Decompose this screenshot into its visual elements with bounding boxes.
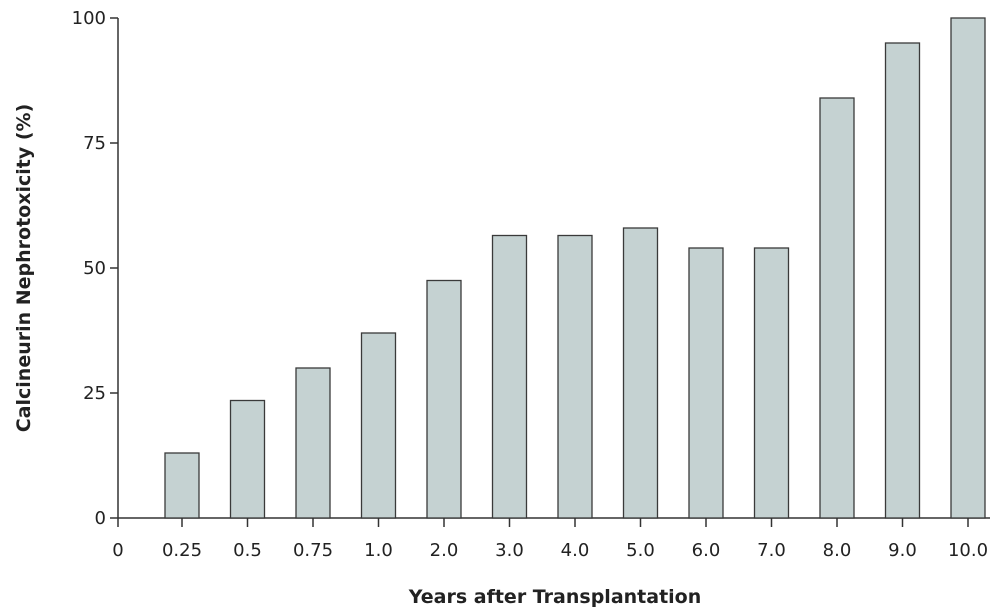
- bar: [622, 227, 659, 519]
- x-tick-label: 6.0: [692, 540, 721, 561]
- x-tick-label: 10.0: [948, 540, 988, 561]
- x-tick-label: 4.0: [561, 540, 590, 561]
- x-tick-label: 3.0: [495, 540, 524, 561]
- x-tick-label: 0: [112, 540, 123, 561]
- plot-area: 0 25 50 75 100 0 0.25 0.5 0.75 1.0 2.0 3.0 4.0 5.0 6.0…: [72, 8, 990, 561]
- y-tick-label: 100: [72, 8, 106, 29]
- bar: [884, 42, 921, 519]
- x-tick-label: 2.0: [430, 540, 459, 561]
- x-tick-label: 8.0: [823, 540, 852, 561]
- bar: [950, 17, 986, 519]
- bar: [753, 247, 790, 519]
- x-tick-label: 0.75: [293, 540, 333, 561]
- x-tick-label: 9.0: [888, 540, 917, 561]
- y-tick-label: 25: [83, 383, 106, 404]
- bar: [557, 234, 593, 519]
- y-axis-title: Calcineurin Nephrotoxicity (%): [13, 104, 35, 433]
- y-tick-label: 75: [83, 133, 106, 154]
- bar: [360, 332, 397, 519]
- x-tick-label: 5.0: [626, 540, 655, 561]
- x-tick-label: 0.5: [233, 540, 262, 561]
- x-tick-label: 7.0: [757, 540, 786, 561]
- bar: [491, 234, 528, 519]
- y-tick-label: 50: [83, 258, 106, 279]
- bar: [426, 279, 462, 519]
- bar: [295, 367, 331, 519]
- bar: [819, 97, 855, 519]
- bar: [229, 399, 266, 519]
- x-tick-label: 1.0: [364, 540, 393, 561]
- bar: [164, 452, 200, 519]
- y-tick-label: 0: [95, 508, 106, 529]
- bar: [688, 247, 724, 519]
- x-axis-title: Years after Transplantation: [408, 586, 702, 608]
- x-tick-label: 0.25: [162, 540, 202, 561]
